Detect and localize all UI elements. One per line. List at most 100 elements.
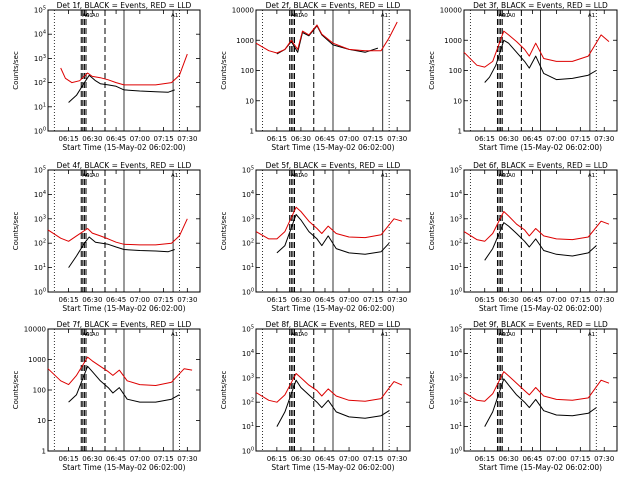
y-tick-label: 1 bbox=[42, 448, 46, 456]
y-tick-label: 104 bbox=[34, 190, 46, 199]
attenuator-mark: A0 bbox=[92, 173, 100, 179]
x-tick-label: 07:30 bbox=[594, 135, 614, 143]
attenuator-mark: A1 bbox=[294, 173, 301, 179]
x-tick-label: 06:15 bbox=[58, 455, 78, 463]
attenuator-mark: A0 bbox=[92, 332, 100, 338]
attenuator-mark: A1 bbox=[502, 173, 509, 179]
x-tick-label: 06:45 bbox=[522, 135, 542, 143]
x-tick-label: 07:30 bbox=[177, 455, 197, 463]
panel-title: Det 8f, BLACK = Events, RED = LLD bbox=[266, 320, 401, 329]
attenuator-mark: A1 bbox=[588, 13, 595, 19]
attenuator-mark: A1 bbox=[86, 13, 93, 19]
y-tick-label: 100 bbox=[242, 447, 254, 456]
panel-title: Det 6f, BLACK = Events, RED = LLD bbox=[473, 161, 608, 170]
x-axis-label: Start Time (15-May-02 06:02:00) bbox=[479, 143, 602, 152]
black-series-line bbox=[276, 214, 390, 255]
attenuator-mark: A1 bbox=[86, 332, 93, 338]
y-tick-label: 10000 bbox=[232, 7, 254, 15]
attenuator-mark: A1 bbox=[381, 13, 388, 19]
x-tick-label: 07:00 bbox=[339, 296, 359, 304]
x-tick-label: 07:00 bbox=[130, 455, 150, 463]
x-tick-label: 06:45 bbox=[106, 455, 126, 463]
x-tick-label: 06:15 bbox=[475, 135, 495, 143]
x-tick-label: 06:30 bbox=[499, 455, 519, 463]
y-tick-label: 101 bbox=[34, 102, 46, 111]
x-tick-label: 07:15 bbox=[570, 135, 590, 143]
attenuator-mark: A0 bbox=[291, 13, 299, 19]
panel-6: Det 6f, BLACK = Events, RED = LLD 100 101 1… bbox=[428, 161, 618, 313]
black-series-line bbox=[68, 365, 180, 403]
y-tick-label: 102 bbox=[242, 239, 254, 248]
y-tick-label: 102 bbox=[450, 398, 462, 407]
x-axis-label: Start Time (15-May-02 06:02:00) bbox=[271, 304, 394, 313]
y-tick-label: 100 bbox=[34, 127, 46, 136]
red-series-line bbox=[60, 53, 188, 86]
x-tick-label: 07:30 bbox=[594, 296, 614, 304]
panel-title: Det 4f, BLACK = Events, RED = LLD bbox=[57, 161, 192, 170]
x-tick-label: 07:15 bbox=[363, 135, 383, 143]
attenuator-mark: A0 bbox=[291, 332, 299, 338]
y-tick-label: 105 bbox=[34, 6, 46, 15]
black-series-line bbox=[276, 379, 390, 427]
x-tick-label: 07:30 bbox=[177, 296, 197, 304]
x-tick-label: 06:45 bbox=[522, 296, 542, 304]
y-tick-label: 105 bbox=[450, 325, 462, 334]
y-tick-label: 10 bbox=[37, 417, 46, 425]
attenuator-mark: A0 bbox=[499, 13, 507, 19]
y-tick-label: 1 bbox=[250, 128, 254, 136]
y-tick-label: 103 bbox=[34, 214, 46, 223]
x-axis-label: Start Time (15-May-02 06:02:00) bbox=[479, 304, 602, 313]
x-tick-label: 07:15 bbox=[570, 296, 590, 304]
attenuator-mark: A0 bbox=[499, 332, 507, 338]
y-tick-label: 100 bbox=[33, 387, 46, 395]
y-tick-label: 102 bbox=[242, 398, 254, 407]
y-tick-label: 104 bbox=[34, 30, 46, 39]
red-series-line bbox=[47, 356, 193, 386]
x-tick-label: 07:30 bbox=[387, 455, 407, 463]
x-tick-label: 06:45 bbox=[522, 455, 542, 463]
y-tick-label: 102 bbox=[34, 78, 46, 87]
y-tick-label: 10000 bbox=[24, 326, 46, 334]
x-axis-label: Start Time (15-May-02 06:02:00) bbox=[62, 304, 185, 313]
y-axis-label: Counts/sec bbox=[220, 212, 228, 251]
x-tick-label: 07:00 bbox=[130, 135, 150, 143]
red-series-line bbox=[47, 218, 188, 246]
x-tick-label: 07:00 bbox=[546, 135, 566, 143]
attenuator-mark: A1 bbox=[294, 13, 301, 19]
y-tick-label: 100 bbox=[34, 288, 46, 297]
attenuator-mark: A0 bbox=[82, 332, 90, 338]
panel-title: Det 7f, BLACK = Events, RED = LLD bbox=[57, 320, 192, 329]
y-tick-label: 105 bbox=[450, 166, 462, 175]
x-tick-label: 07:00 bbox=[339, 455, 359, 463]
y-tick-label: 101 bbox=[450, 263, 462, 272]
panel-8: Det 8f, BLACK = Events, RED = LLD 100 101 1… bbox=[220, 320, 411, 472]
y-tick-label: 100 bbox=[450, 447, 462, 456]
y-tick-label: 101 bbox=[242, 422, 254, 431]
x-tick-label: 06:30 bbox=[82, 455, 102, 463]
red-series-line bbox=[255, 373, 403, 403]
red-series-line bbox=[255, 21, 398, 54]
y-tick-label: 103 bbox=[242, 214, 254, 223]
attenuator-mark: A1 bbox=[588, 332, 595, 338]
black-series-line bbox=[276, 25, 379, 55]
x-tick-label: 06:15 bbox=[58, 296, 78, 304]
red-series-line bbox=[255, 206, 403, 240]
x-tick-label: 06:30 bbox=[291, 135, 311, 143]
y-tick-label: 100 bbox=[450, 288, 462, 297]
y-tick-label: 1000 bbox=[236, 37, 254, 45]
attenuator-mark: A1 bbox=[502, 13, 509, 19]
attenuator-mark: A0 bbox=[508, 13, 516, 19]
x-axis-label: Start Time (15-May-02 06:02:00) bbox=[62, 143, 185, 152]
x-tick-label: 07:30 bbox=[594, 455, 614, 463]
y-tick-label: 105 bbox=[34, 166, 46, 175]
y-tick-label: 10 bbox=[245, 97, 254, 105]
x-tick-label: 07:15 bbox=[363, 455, 383, 463]
x-tick-label: 06:15 bbox=[475, 455, 495, 463]
attenuator-mark: A1 bbox=[171, 13, 178, 19]
y-tick-label: 104 bbox=[450, 190, 462, 199]
attenuator-mark: A1 bbox=[588, 173, 595, 179]
y-tick-label: 101 bbox=[242, 263, 254, 272]
panel-2: Det 2f, BLACK = Events, RED = LLD 1 10 100 1… bbox=[220, 1, 411, 152]
y-tick-label: 102 bbox=[34, 239, 46, 248]
y-axis-label: Counts/sec bbox=[220, 371, 228, 410]
